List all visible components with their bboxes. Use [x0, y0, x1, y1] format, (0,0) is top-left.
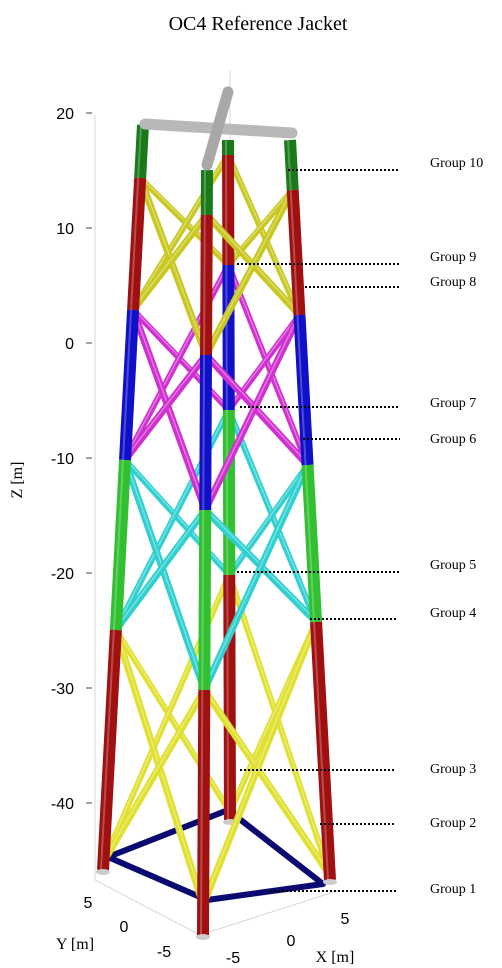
brace-highlight [116, 629, 230, 811]
leg-highlight [204, 215, 205, 355]
leg-foot [323, 879, 337, 885]
brace [116, 630, 230, 812]
z-tick-label: -10 [51, 451, 74, 468]
z-axis-label: Z [m] [9, 462, 26, 499]
leg-foot [96, 869, 110, 875]
brace-highlight [133, 214, 207, 309]
y-tick-label: 5 [84, 895, 93, 912]
brace-highlight [116, 509, 205, 629]
brace-highlight [103, 689, 204, 861]
title: OC4 Reference Jacket [169, 13, 348, 35]
leg-segment [203, 690, 204, 935]
group-label: Group 9 [430, 250, 476, 265]
z-tick-label: 10 [56, 221, 74, 238]
leg-segment [116, 460, 125, 630]
leg-foot [196, 934, 210, 940]
group-label: Group 6 [430, 432, 476, 447]
y-tick-label: -5 [157, 944, 171, 961]
leg-highlight [203, 355, 204, 510]
leg-segment [229, 575, 230, 820]
y-axis-label: Y [m] [56, 936, 94, 953]
x-tick-label: 0 [287, 933, 296, 950]
group-label: Group 10 [430, 156, 483, 171]
brace [133, 215, 207, 310]
jacket-structure [96, 92, 337, 940]
group-label: Group 5 [430, 558, 476, 573]
x-axis-label: X [m] [316, 949, 355, 966]
group-label: Group 8 [430, 275, 476, 290]
y-tick-label: 0 [120, 919, 129, 936]
leg-segment [206, 215, 207, 355]
z-tick-label: -30 [51, 681, 74, 698]
brace [125, 355, 206, 460]
brace [116, 510, 205, 630]
x-tick-label: 5 [341, 911, 350, 928]
group-label: Group 4 [430, 606, 476, 621]
z-tick-label: 0 [65, 336, 74, 353]
group-label: Group 1 [430, 882, 476, 897]
brace-highlight [125, 354, 206, 459]
jacket-figure: OC4 Reference Jacket Z [m] Y [m] X [m] 2… [0, 0, 502, 968]
group-label: Group 3 [430, 762, 476, 777]
leg-highlight [202, 510, 203, 690]
z-tick-label: -40 [51, 796, 74, 813]
group-label: Group 2 [430, 816, 476, 831]
z-tick-label: -20 [51, 566, 74, 583]
brace-highlight [125, 459, 204, 689]
leg-highlight [227, 575, 228, 820]
leg-segment [205, 355, 206, 510]
group-label: Group 7 [430, 396, 476, 411]
leg-highlight [201, 690, 202, 935]
leg-segment [204, 510, 205, 690]
x-tick-label: -5 [226, 950, 240, 967]
z-tick-label: 20 [56, 106, 74, 123]
